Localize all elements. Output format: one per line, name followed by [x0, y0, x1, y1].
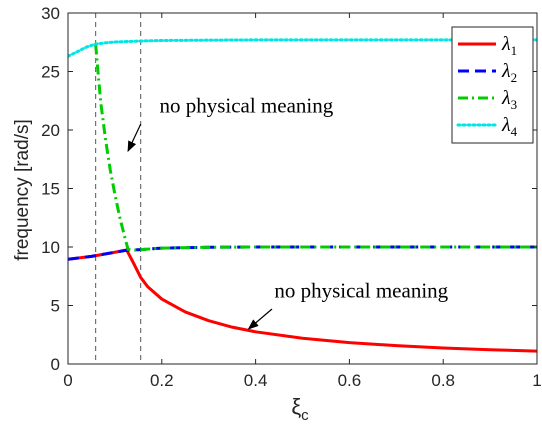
y-tick-label-2: 10 [41, 238, 60, 257]
legend-label-lambda-4: λ4 [501, 114, 518, 139]
legend-label-lambda-1: λ1 [501, 33, 517, 58]
annotation-arrow-1 [127, 123, 142, 153]
x-axis-label-symbol: ξ [291, 394, 301, 419]
series-group [68, 13, 537, 364]
legend-label-lambda-2: λ2 [501, 60, 517, 85]
annotation-arrow-2 [247, 308, 273, 330]
annotation-text-1: no physical meaning [159, 93, 333, 117]
legend-label-symbol: λ [501, 87, 511, 109]
y-axis-label: frequency [rad/s] [12, 119, 33, 261]
x-tick-label-3: 0.6 [338, 371, 362, 390]
y-tick-label-5: 25 [41, 63, 60, 82]
series-line-lambda-3 [94, 44, 537, 252]
x-tick-label-1: 0.2 [150, 371, 174, 390]
legend-label-subscript: 3 [511, 97, 518, 112]
legend-label-subscript: 2 [511, 70, 518, 85]
y-tick-label-3: 15 [41, 180, 60, 199]
legend-label-subscript: 1 [511, 43, 518, 58]
x-axis-label-subscript: c [301, 407, 309, 424]
legend-label-symbol: λ [501, 60, 511, 82]
legend-label-subscript: 4 [511, 124, 518, 139]
y-tick-label-0: 0 [51, 355, 60, 374]
y-tick-label-1: 5 [51, 297, 60, 316]
plot-area: no physical meaning no physical meaning [68, 13, 537, 364]
annotation-text-2: no physical meaning [274, 278, 448, 302]
series-line-lambda-4 [68, 38, 537, 58]
x-tick-label-4: 0.8 [431, 371, 455, 390]
x-tick-label-5: 1 [532, 371, 541, 390]
legend-label-symbol: λ [501, 33, 511, 55]
x-tick-label-2: 0.4 [244, 371, 268, 390]
legend-label-symbol: λ [501, 114, 511, 136]
y-tick-label-6: 30 [41, 4, 60, 23]
x-axis-label: ξc [291, 394, 309, 424]
y-tick-label-4: 20 [41, 121, 60, 140]
legend-label-lambda-3: λ3 [501, 87, 517, 112]
x-tick-label-0: 0 [63, 371, 72, 390]
